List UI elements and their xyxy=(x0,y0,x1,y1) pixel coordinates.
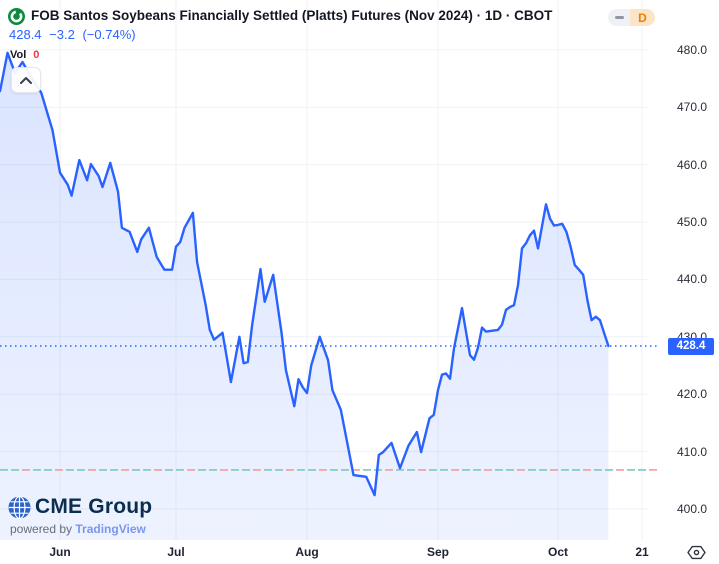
time-axis-label: 21 xyxy=(635,545,649,559)
price-line xyxy=(0,51,610,497)
last-price-value: 428.4 xyxy=(9,27,42,42)
interval-badge-label[interactable]: D xyxy=(630,9,655,26)
volume-label: Vol xyxy=(10,49,27,61)
price-axis-label: 450.0 xyxy=(676,215,707,230)
price-axis-label: 460.0 xyxy=(676,157,707,172)
time-axis-label: Aug xyxy=(295,545,319,559)
time-axis-label: Jun xyxy=(49,545,71,559)
powered-by-text: powered by xyxy=(10,522,76,536)
time-axis-label: Jul xyxy=(167,545,185,559)
time-axis-label: Oct xyxy=(547,545,568,559)
price-axis-label: 480.0 xyxy=(676,42,707,57)
cme-group-wordmark[interactable]: CME Group xyxy=(35,495,153,518)
cme-group-logo[interactable]: CME Group xyxy=(8,495,152,519)
area-fill xyxy=(0,52,609,540)
time-axis[interactable]: Jun Jul Aug Sep Oct 21 xyxy=(0,540,719,564)
price-axis-label: 470.0 xyxy=(676,100,707,115)
symbol-title[interactable]: FOB Santos Soybeans Financially Settled … xyxy=(31,8,553,23)
tradingview-link[interactable]: TradingView xyxy=(75,522,146,536)
price-change-value: −3.2 xyxy=(49,27,75,42)
settings-icon[interactable] xyxy=(687,544,706,561)
chevron-up-icon xyxy=(20,76,32,84)
powered-by-line: powered by TradingView xyxy=(10,522,152,536)
price-axis-label: 400.0 xyxy=(676,501,707,516)
price-axis[interactable]: 480.0 470.0 460.0 450.0 440.0 430.0 420.0 410.0… xyxy=(662,0,719,540)
collapse-dash-icon[interactable] xyxy=(608,9,630,26)
symbol-logo-icon xyxy=(8,8,25,25)
quote-line: 428.4 −3.2 (−0.74%) xyxy=(9,27,140,42)
time-axis-label: Sep xyxy=(426,545,449,559)
price-change-percent: (−0.74%) xyxy=(82,27,136,42)
price-axis-label: 410.0 xyxy=(676,444,707,459)
last-price-tag: 428.4 xyxy=(668,337,714,355)
price-chart[interactable] xyxy=(0,0,719,540)
price-axis-label: 420.0 xyxy=(676,387,707,402)
volume-legend: Vol 0 xyxy=(10,49,39,61)
volume-value: 0 xyxy=(33,49,40,61)
interval-selector[interactable]: D xyxy=(608,9,655,26)
price-axis-label: 440.0 xyxy=(676,272,707,287)
attribution: CME Group powered by TradingView xyxy=(8,495,152,536)
collapse-pane-button[interactable] xyxy=(11,67,41,93)
globe-icon xyxy=(8,495,31,519)
